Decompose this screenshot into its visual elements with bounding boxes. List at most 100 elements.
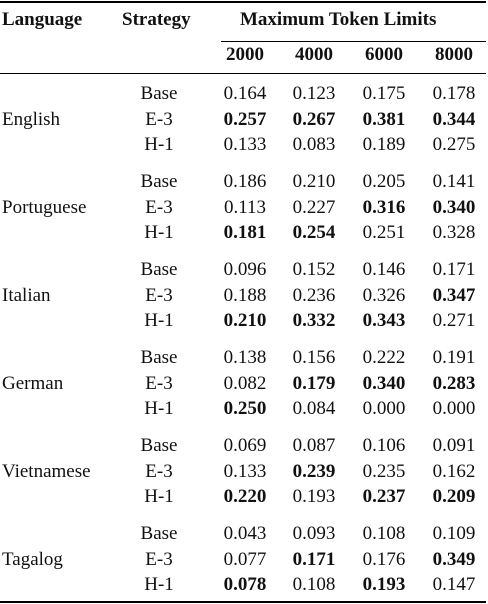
- strategy-label: E-3: [145, 460, 173, 482]
- table-cell: 0.349: [432, 548, 476, 570]
- language-label: Italian: [2, 284, 51, 306]
- table-cell: 0.171: [292, 548, 336, 570]
- table-cell: 0.343: [362, 310, 406, 331]
- header-language: Language: [2, 9, 83, 30]
- table-cell: 0.133: [223, 134, 267, 155]
- strategy-label: Base: [140, 435, 178, 456]
- strategy-label: E-3: [145, 372, 173, 394]
- table-cell: 0.043: [223, 523, 267, 544]
- table-cell: 0.340: [432, 196, 476, 218]
- strategy-label: E-3: [145, 196, 173, 218]
- table-cell: 0.077: [223, 548, 267, 570]
- table-cell: 0.113: [223, 196, 267, 218]
- table-cell: 0.205: [362, 171, 406, 192]
- table-cell: 0.078: [223, 574, 267, 595]
- table-cell: 0.271: [432, 310, 476, 331]
- table-cell: 0.000: [362, 398, 406, 419]
- table-cell: 0.254: [292, 222, 336, 243]
- table-cell: 0.340: [362, 372, 406, 394]
- strategy-label: H-1: [144, 134, 174, 155]
- table-cell: 0.275: [432, 134, 476, 155]
- table-cell: 0.156: [292, 347, 336, 368]
- table-cell: 0.316: [362, 196, 406, 218]
- table-cell: 0.093: [292, 523, 336, 544]
- table-cell: 0.000: [432, 398, 476, 419]
- table-cell: 0.147: [432, 574, 476, 595]
- table-cell: 0.222: [362, 347, 406, 368]
- language-label: Tagalog: [2, 548, 63, 570]
- table-cell: 0.108: [362, 523, 406, 544]
- table-cell: 0.186: [223, 171, 267, 192]
- table-cell: 0.267: [292, 108, 336, 130]
- table-cell: 0.096: [223, 259, 267, 280]
- table-cell: 0.108: [292, 574, 336, 595]
- table-cell: 0.164: [223, 83, 267, 104]
- strategy-label: Base: [140, 171, 178, 192]
- header-limit-2000: 2000: [226, 44, 264, 65]
- table-cell: 0.084: [292, 398, 336, 419]
- table-cell: 0.227: [292, 196, 336, 218]
- strategy-label: H-1: [144, 574, 174, 595]
- table-cell: 0.141: [432, 171, 476, 192]
- strategy-label: H-1: [144, 398, 174, 419]
- strategy-label: Base: [140, 259, 178, 280]
- table-cell: 0.179: [292, 372, 336, 394]
- table-cell: 0.193: [362, 574, 406, 595]
- table-cell: 0.347: [432, 284, 476, 306]
- table-cell: 0.106: [362, 435, 406, 456]
- table-cell: 0.210: [292, 171, 336, 192]
- top-rule: [0, 1, 486, 3]
- table-cell: 0.188: [223, 284, 267, 306]
- table-cell: 0.251: [362, 222, 406, 243]
- header-max-token-limits: Maximum Token Limits: [240, 9, 437, 30]
- table-cell: 0.189: [362, 134, 406, 155]
- table-cell: 0.250: [223, 398, 267, 419]
- table-cell: 0.175: [362, 83, 406, 104]
- language-label: German: [2, 372, 64, 394]
- table-cell: 0.091: [432, 435, 476, 456]
- table-cell: 0.178: [432, 83, 476, 104]
- table-cell: 0.176: [362, 548, 406, 570]
- table-cell: 0.146: [362, 259, 406, 280]
- table-cell: 0.326: [362, 284, 406, 306]
- table-cell: 0.082: [223, 372, 267, 394]
- table-cell: 0.087: [292, 435, 336, 456]
- header-subrule: [221, 41, 486, 42]
- strategy-label: H-1: [144, 486, 174, 507]
- table-cell: 0.283: [432, 372, 476, 394]
- table-cell: 0.152: [292, 259, 336, 280]
- table-cell: 0.209: [432, 486, 476, 507]
- table-cell: 0.171: [432, 259, 476, 280]
- header-limit-6000: 6000: [365, 44, 403, 65]
- strategy-label: E-3: [145, 108, 173, 130]
- table-cell: 0.191: [432, 347, 476, 368]
- table-cell: 0.237: [362, 486, 406, 507]
- language-label: English: [2, 108, 61, 130]
- strategy-label: Base: [140, 83, 178, 104]
- table-cell: 0.328: [432, 222, 476, 243]
- header-strategy: Strategy: [122, 9, 191, 30]
- header-rule: [0, 73, 486, 74]
- strategy-label: E-3: [145, 548, 173, 570]
- table-cell: 0.193: [292, 486, 336, 507]
- language-label: Portuguese: [2, 196, 87, 218]
- strategy-label: Base: [140, 347, 178, 368]
- table-cell: 0.235: [362, 460, 406, 482]
- table-cell: 0.109: [432, 523, 476, 544]
- strategy-label: H-1: [144, 310, 174, 331]
- table-cell: 0.220: [223, 486, 267, 507]
- table-cell: 0.083: [292, 134, 336, 155]
- table-cell: 0.162: [432, 460, 476, 482]
- language-label: Vietnamese: [2, 460, 91, 482]
- table-cell: 0.210: [223, 310, 267, 331]
- header-limit-4000: 4000: [295, 44, 333, 65]
- table-cell: 0.236: [292, 284, 336, 306]
- bottom-rule: [0, 601, 486, 603]
- table-cell: 0.239: [292, 460, 336, 482]
- table-cell: 0.138: [223, 347, 267, 368]
- table-cell: 0.123: [292, 83, 336, 104]
- strategy-label: H-1: [144, 222, 174, 243]
- table-cell: 0.332: [292, 310, 336, 331]
- header-limit-8000: 8000: [435, 44, 473, 65]
